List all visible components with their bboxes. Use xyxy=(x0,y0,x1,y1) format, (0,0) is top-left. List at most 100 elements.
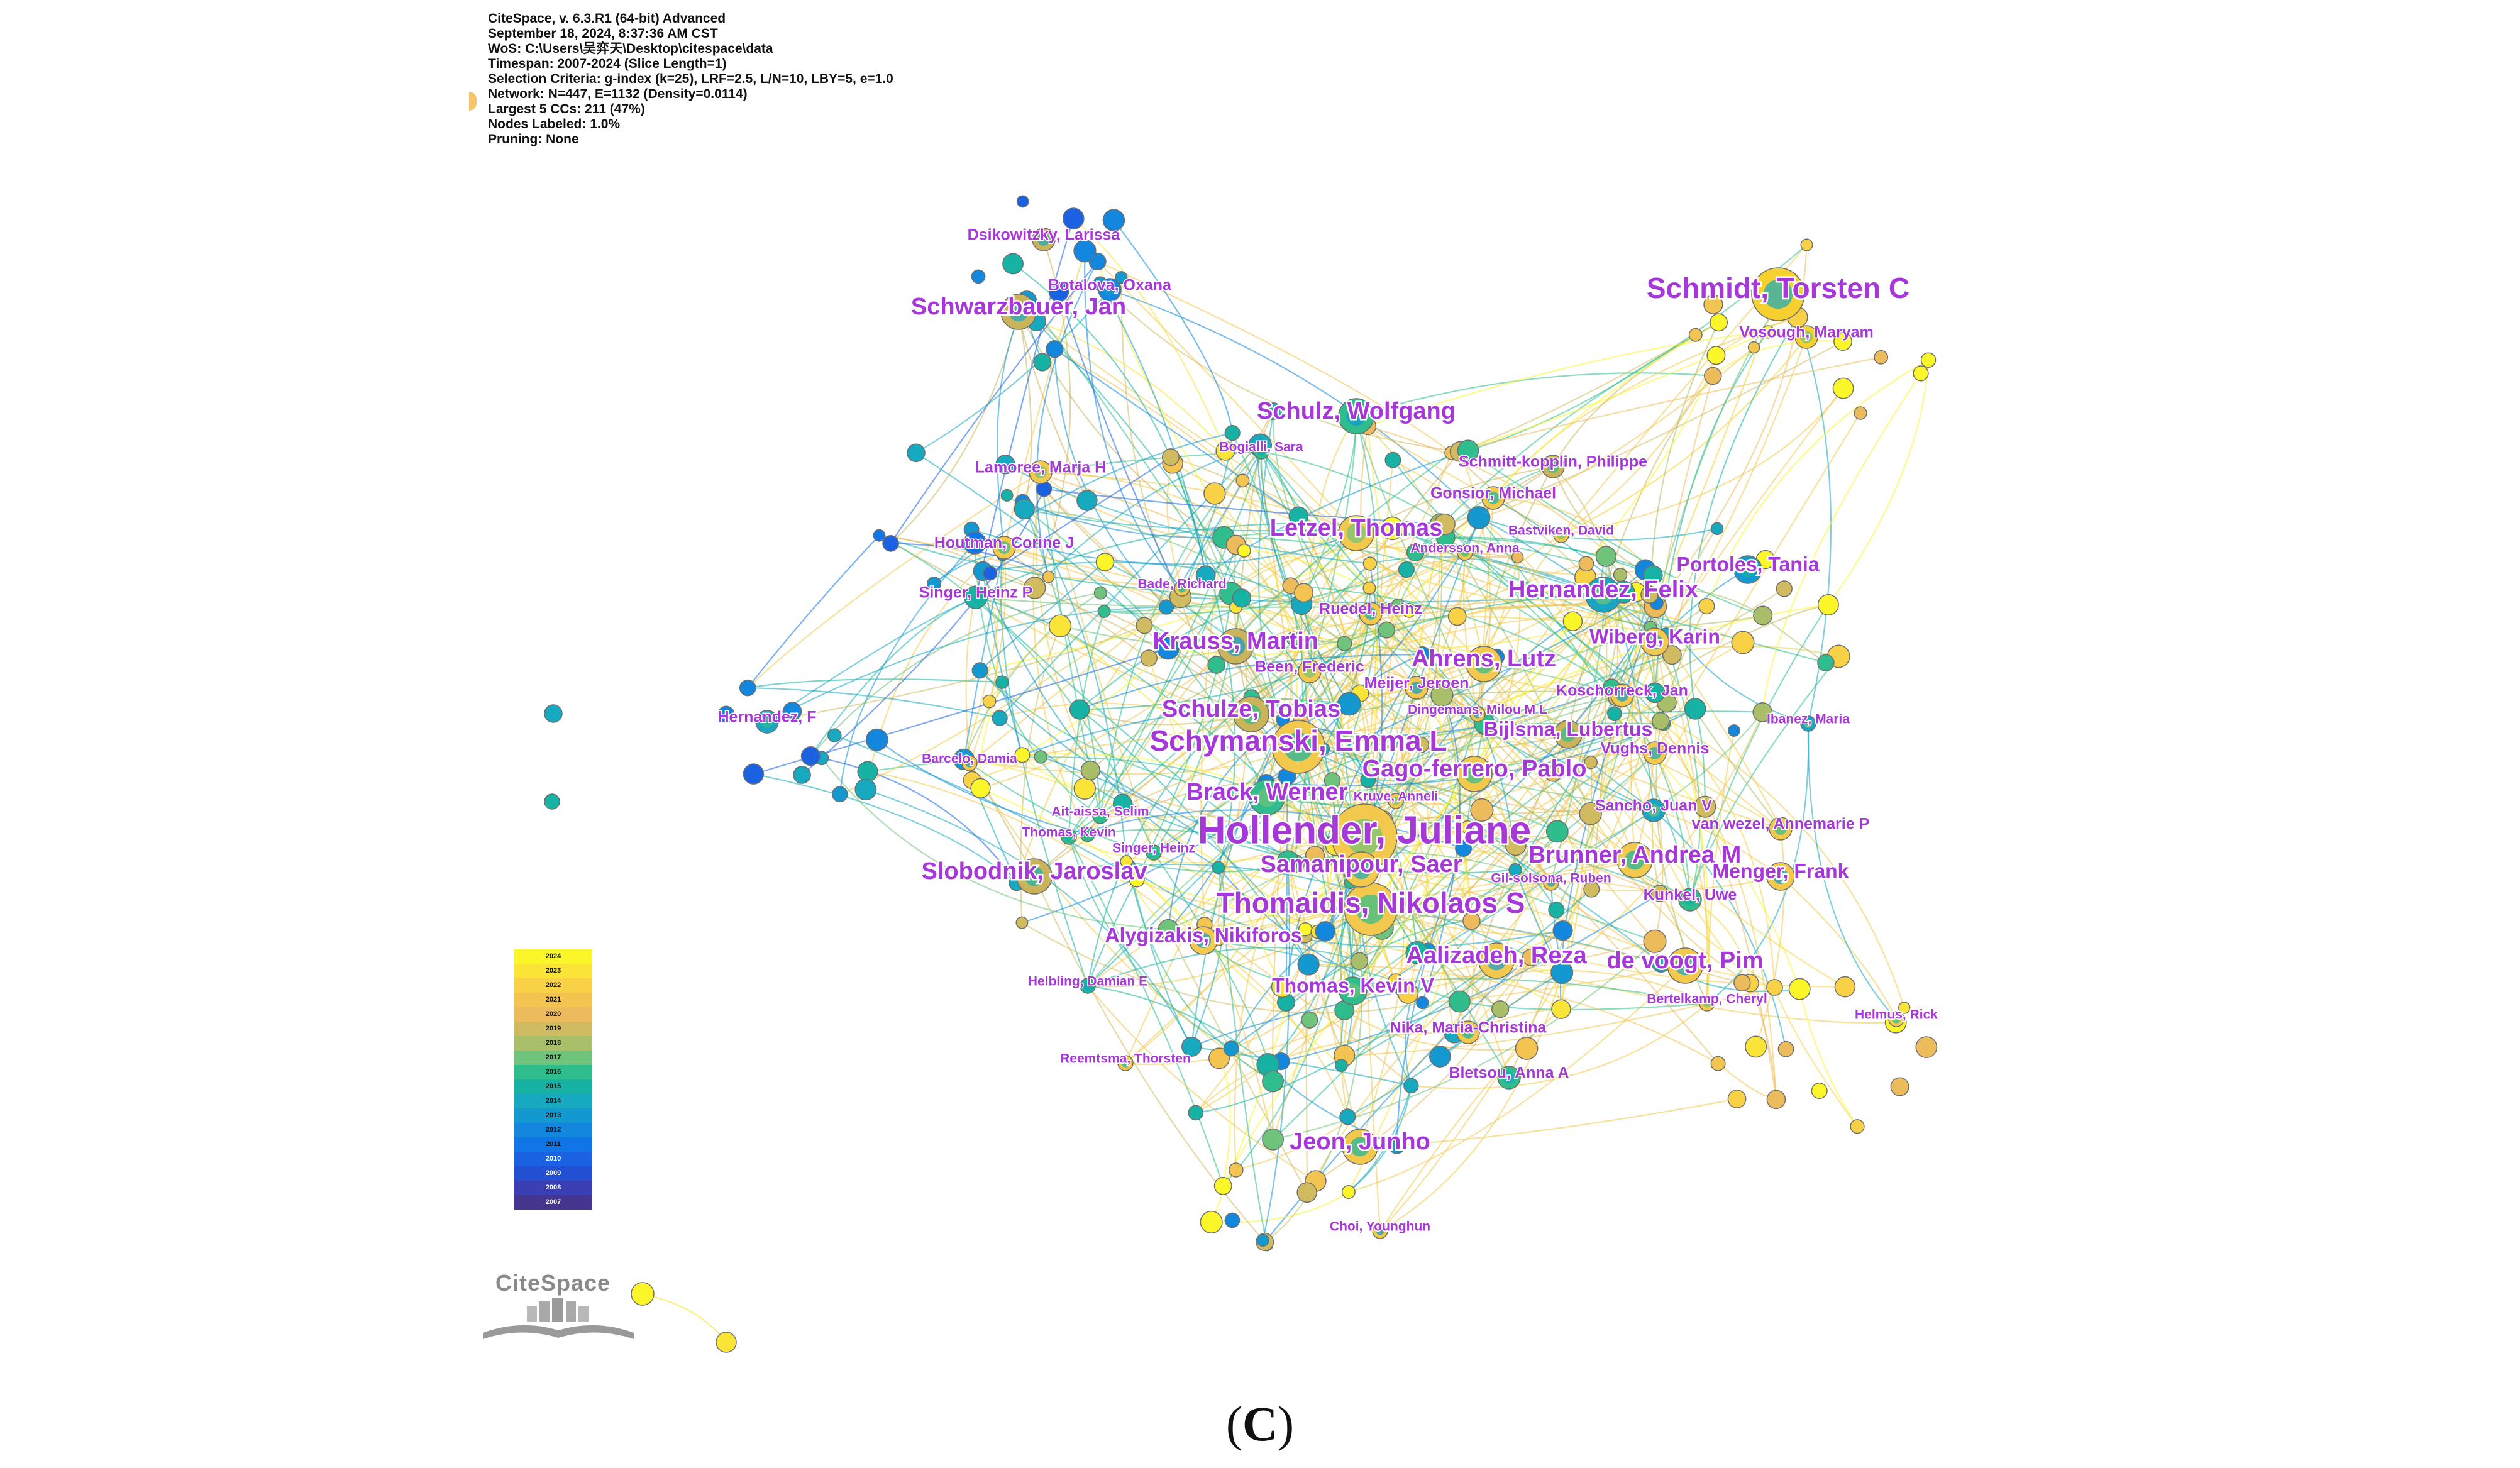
network-edge xyxy=(1251,591,1624,715)
network-edge xyxy=(1622,336,1808,696)
network-edge xyxy=(1467,450,1764,616)
network-node xyxy=(739,679,756,697)
author-label: Kunkel, Uwe xyxy=(1644,886,1737,904)
network-node xyxy=(1102,209,1125,232)
network-edge xyxy=(1478,346,1755,519)
network-edge xyxy=(1717,1062,1777,1100)
network-node xyxy=(1387,973,1404,990)
author-label: Bastviken, David xyxy=(1508,524,1614,538)
network-node xyxy=(1235,473,1250,488)
network-node xyxy=(1062,207,1085,229)
author-node-ring xyxy=(1461,548,1469,557)
network-node xyxy=(865,728,888,751)
network-node xyxy=(1112,793,1132,814)
network-edge xyxy=(1273,941,1655,1140)
author-label: Reemtsma, Thorsten xyxy=(1060,1052,1191,1066)
network-node xyxy=(1384,451,1401,468)
network-node xyxy=(1731,631,1755,654)
network-node xyxy=(1237,543,1251,558)
network-edge xyxy=(1166,463,1183,589)
network-edge xyxy=(1073,218,1226,451)
network-edge xyxy=(1257,411,1284,720)
network-edge xyxy=(1352,723,1664,991)
author-label: Schymanski, Emma L xyxy=(1150,724,1447,757)
network-edge xyxy=(982,571,1219,869)
network-edge xyxy=(1615,697,1750,984)
network-edge xyxy=(1467,575,1622,828)
network-node xyxy=(1890,1077,1909,1096)
author-label: Schmidt, Torsten C xyxy=(1647,272,1909,304)
author-label: Vughs, Dennis xyxy=(1601,740,1710,758)
network-edge xyxy=(1086,585,1291,835)
network-edge xyxy=(810,755,1017,884)
author-node-ring xyxy=(1149,848,1158,857)
network-edge xyxy=(1261,450,1445,525)
author-label: Dingemans, Milou M L xyxy=(1408,703,1547,717)
info-header: CiteSpace, v. 6.3.R1 (64-bit) Advanced S… xyxy=(488,11,893,147)
network-node xyxy=(1511,551,1524,564)
network-edge xyxy=(1054,349,1167,608)
info-line: WoS: C:\Users\吴弈天\Desktop\citespace\data xyxy=(488,41,773,56)
network-edge xyxy=(1780,876,1897,1020)
network-edge xyxy=(1481,809,1661,894)
info-line: September 18, 2024, 8:37:36 AM CST xyxy=(488,26,718,41)
network-node xyxy=(1706,346,1726,365)
author-node-ring xyxy=(1684,893,1696,906)
network-edge xyxy=(1654,412,1861,754)
network-node xyxy=(1232,588,1252,608)
network-node xyxy=(1652,712,1670,731)
network-edge xyxy=(1148,658,1283,988)
author-node-ring xyxy=(1103,284,1116,296)
network-node xyxy=(1140,649,1158,667)
network-edge xyxy=(1104,561,1369,781)
network-node xyxy=(1156,637,1180,660)
network-edge xyxy=(1471,753,1655,922)
author-node-ring xyxy=(1391,797,1400,805)
network-edge xyxy=(975,597,1296,864)
network-edge xyxy=(1755,828,1785,1047)
network-node xyxy=(1578,556,1594,572)
author-label: Thomas, Kevin xyxy=(1022,825,1115,840)
network-node xyxy=(1776,580,1793,597)
author-node-ring xyxy=(761,715,773,728)
network-edge xyxy=(810,592,1101,757)
network-edge xyxy=(1136,878,1552,915)
network-node xyxy=(1016,195,1029,208)
caption-close: ) xyxy=(1278,1396,1295,1451)
network-edge xyxy=(1168,719,1284,930)
author-node-ring xyxy=(1356,894,1386,924)
network-edge xyxy=(1706,723,1810,1004)
network-edge xyxy=(1467,708,1696,1033)
legend-year-2020: 2020 xyxy=(514,1007,592,1022)
network-node xyxy=(1362,556,1377,571)
network-edge xyxy=(1003,250,1086,548)
network-node xyxy=(1544,765,1562,782)
network-node xyxy=(1753,605,1773,626)
author-label: Brack, Werner xyxy=(1186,779,1348,805)
network-edge xyxy=(1368,654,1672,781)
author-node-ring xyxy=(1487,492,1500,504)
network-edge xyxy=(1128,866,1274,1082)
author-label: Sancho, Juan V xyxy=(1595,797,1712,815)
network-node xyxy=(1850,1119,1865,1134)
network-edge xyxy=(747,534,880,688)
network-edge xyxy=(1230,593,1552,883)
network-edge xyxy=(1235,645,1478,715)
network-edge xyxy=(867,756,1268,798)
network-node xyxy=(1854,406,1867,420)
network-node xyxy=(1000,488,1014,502)
network-node xyxy=(1161,448,1180,466)
network-edge xyxy=(1099,451,1262,817)
network-node xyxy=(1015,916,1029,929)
network-node xyxy=(1505,834,1527,856)
legend-year-2023: 2023 xyxy=(514,964,592,978)
network-edge xyxy=(1515,575,1654,871)
author-node-ring xyxy=(1345,983,1361,999)
network-edge xyxy=(766,624,1145,723)
author-node-ring xyxy=(1225,636,1246,656)
author-label: Singer, Heinz xyxy=(1112,841,1195,856)
network-edge xyxy=(1367,331,1769,428)
author-label: Helbling, Damian E xyxy=(1028,974,1147,989)
author-node-ring xyxy=(1647,634,1663,650)
network-node xyxy=(1378,621,1396,639)
